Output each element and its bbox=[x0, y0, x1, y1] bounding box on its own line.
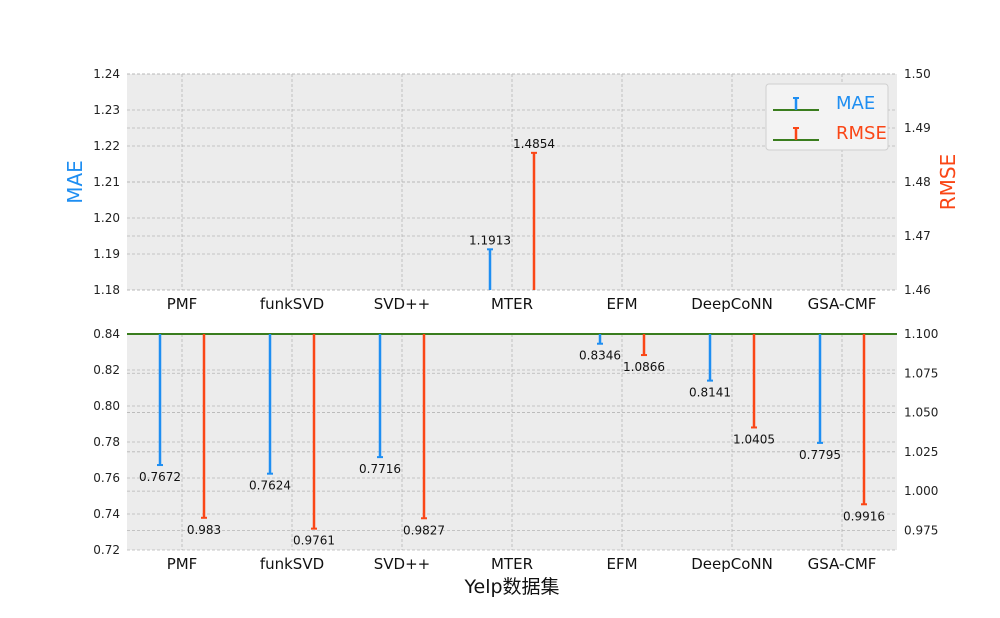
y-tick-label: 0.84 bbox=[93, 327, 120, 341]
y-tick-label: 1.20 bbox=[93, 211, 120, 225]
data-label: 1.1913 bbox=[469, 233, 511, 247]
category-label: PMF bbox=[167, 295, 198, 313]
y2-tick-label: 1.000 bbox=[904, 484, 938, 498]
y-tick-label: 0.74 bbox=[93, 507, 120, 521]
data-label: 0.7795 bbox=[799, 448, 841, 462]
category-label: DeepCoNN bbox=[691, 555, 773, 573]
y2-tick-label: 1.025 bbox=[904, 445, 938, 459]
category-label: SVD++ bbox=[374, 295, 430, 313]
y-tick-label: 0.78 bbox=[93, 435, 120, 449]
y-tick-label: 1.19 bbox=[93, 247, 120, 261]
data-label: 0.9916 bbox=[843, 509, 885, 523]
data-label: 0.7716 bbox=[359, 462, 401, 476]
data-label: 0.8141 bbox=[689, 386, 731, 400]
data-label: 0.9761 bbox=[293, 534, 335, 548]
data-label: 0.7672 bbox=[139, 470, 181, 484]
y2-tick-label: 0.975 bbox=[904, 523, 938, 537]
y-tick-label: 1.21 bbox=[93, 175, 120, 189]
y-tick-label: 0.72 bbox=[93, 543, 120, 557]
y-tick-label: 0.82 bbox=[93, 363, 120, 377]
category-label: GSA-CMF bbox=[808, 295, 877, 313]
legend-entry: MAE bbox=[836, 93, 875, 114]
data-label: 0.7624 bbox=[249, 479, 291, 493]
data-label: 0.983 bbox=[187, 523, 221, 537]
y2-tick-label: 1.100 bbox=[904, 327, 938, 341]
y2-tick-label: 1.46 bbox=[904, 283, 931, 297]
data-label: 0.8346 bbox=[579, 349, 621, 363]
data-label: 1.0405 bbox=[733, 432, 775, 446]
y2-tick-label: 1.47 bbox=[904, 229, 931, 243]
category-label: funkSVD bbox=[260, 295, 324, 313]
y2-tick-label: 1.49 bbox=[904, 121, 931, 135]
y-tick-label: 1.22 bbox=[93, 139, 120, 153]
data-label: 1.0866 bbox=[623, 360, 665, 374]
y-tick-label: 1.18 bbox=[93, 283, 120, 297]
category-label: SVD++ bbox=[374, 555, 430, 573]
category-label: EFM bbox=[606, 295, 637, 313]
y-tick-label: 0.76 bbox=[93, 471, 120, 485]
data-label: 1.4854 bbox=[513, 137, 555, 151]
y2-axis-label: RMSE bbox=[936, 154, 960, 210]
category-label: EFM bbox=[606, 555, 637, 573]
category-label: GSA-CMF bbox=[808, 555, 877, 573]
x-axis-label: Yelp数据集 bbox=[463, 576, 559, 598]
category-label: DeepCoNN bbox=[691, 295, 773, 313]
data-label: 0.9827 bbox=[403, 523, 445, 537]
y-tick-label: 1.23 bbox=[93, 103, 120, 117]
y-tick-label: 1.24 bbox=[93, 67, 120, 81]
category-label: MTER bbox=[491, 555, 533, 573]
y2-tick-label: 1.050 bbox=[904, 406, 938, 420]
y2-tick-label: 1.075 bbox=[904, 366, 938, 380]
y2-tick-label: 1.48 bbox=[904, 175, 931, 189]
category-label: funkSVD bbox=[260, 555, 324, 573]
y-tick-label: 0.80 bbox=[93, 399, 120, 413]
y-axis-label: MAE bbox=[63, 160, 87, 204]
category-label: PMF bbox=[167, 555, 198, 573]
legend-entry: RMSE bbox=[836, 123, 887, 144]
category-label: MTER bbox=[491, 295, 533, 313]
y2-tick-label: 1.50 bbox=[904, 67, 931, 81]
